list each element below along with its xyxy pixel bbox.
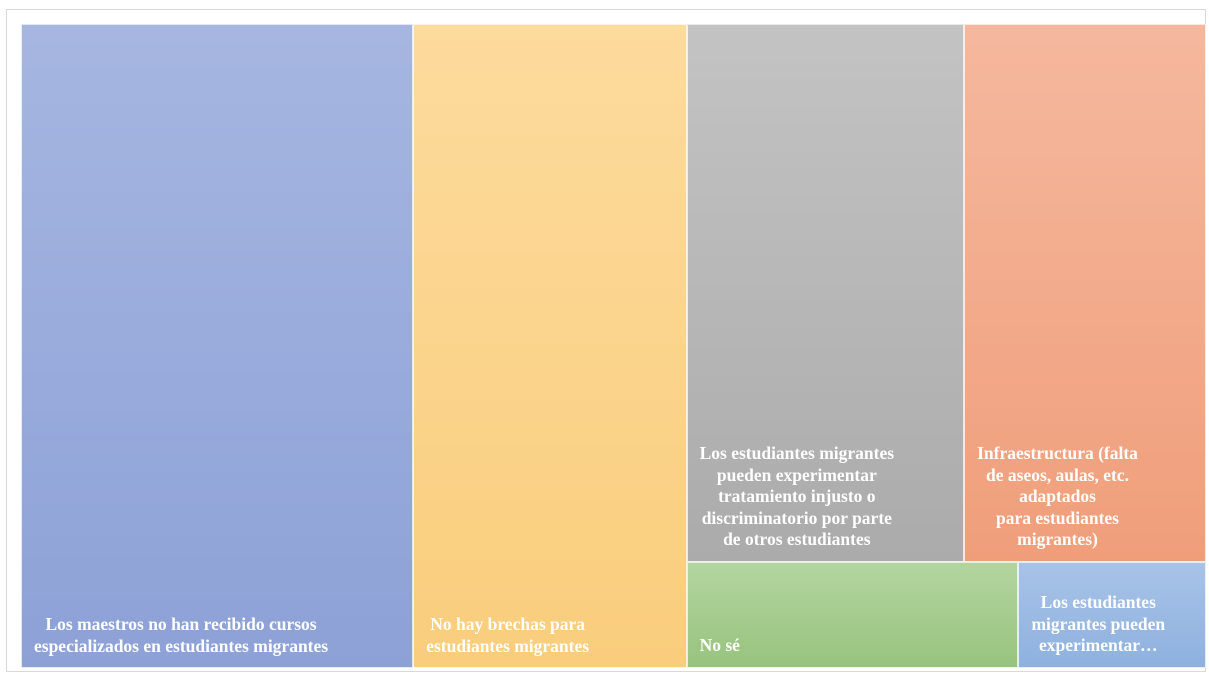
tile: No hay brechas para estudiantes migrante…: [413, 24, 687, 668]
tile-label: Infraestructura (falta de aseos, aulas, …: [977, 443, 1138, 550]
tile: No sé: [686, 561, 1019, 668]
tile: Los estudiantes migrantes pueden experim…: [686, 24, 965, 562]
tile: Infraestructura (falta de aseos, aulas, …: [964, 24, 1206, 562]
tile-label: Los maestros no han recibido cursos espe…: [34, 614, 329, 656]
tile: Los maestros no han recibido cursos espe…: [21, 24, 414, 668]
tile-label: No sé: [699, 635, 740, 656]
tile-label: Los estudiantes migrantes pueden experim…: [699, 443, 895, 550]
treemap: Los maestros no han recibido cursos espe…: [21, 24, 1206, 668]
tile-label: Los estudiantes migrantes pueden experim…: [1031, 592, 1166, 656]
tile-label: No hay brechas para estudiantes migrante…: [426, 614, 590, 656]
tile: Los estudiantes migrantes pueden experim…: [1018, 561, 1206, 668]
